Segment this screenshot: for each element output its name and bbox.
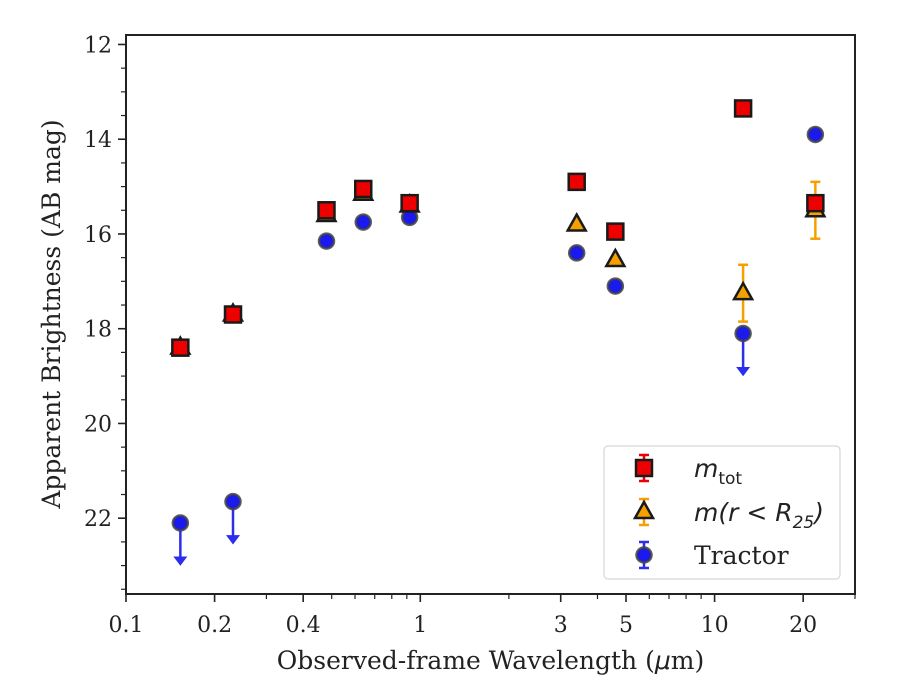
marker-circle [806,125,825,144]
data-point-mtot [400,193,419,213]
series-mtot [171,99,825,357]
marker-circle [317,232,336,250]
y-tick-label: 18 [84,318,112,343]
data-point-mr25 [565,211,588,232]
marker-circle [734,324,752,343]
legend-entry-tractor: Tractor [635,540,789,570]
marker-square [317,201,336,220]
marker-square [606,222,625,241]
data-point-mtot [317,201,336,220]
y-tick-label: 12 [84,33,112,58]
y-tick-label: 22 [84,507,112,532]
data-point-tractor [171,514,190,566]
data-point-tractor [400,208,419,227]
data-point-tractor [567,244,586,262]
data-point-mtot [354,179,373,199]
marker-triangle [604,247,627,268]
data-point-mr25 [604,247,627,268]
marker-circle [354,213,373,231]
data-point-mtot [806,193,825,213]
arrow-head [226,535,241,545]
legend: mtot m(r < R25) Tractor [603,445,841,580]
legend-label-mr25: m(r < R25) [694,498,824,533]
data-point-mtot [606,222,625,241]
arrow-head [736,366,751,377]
x-tick-label: 3 [554,613,568,638]
marker-square [171,338,190,357]
legend-label-mtot: mtot [694,454,742,489]
x-tick-label: 20 [789,613,817,638]
data-point-mr25 [731,263,755,323]
marker-square [223,305,243,324]
data-point-tractor [806,125,825,144]
x-tick-label: 1 [413,613,427,638]
series-tractor [171,125,825,566]
marker-circle [224,492,242,511]
y-axis-label: Apparent Brightness (AB mag) [37,119,66,509]
marker-circle [606,277,625,295]
legend-entry-mr25: m(r < R25) [632,497,824,533]
axis-ticks: 0.1 0.2 0.4 1 3 5 10 20 12 14 16 18 20 22 [84,33,856,638]
plot-frame [125,34,856,595]
y-tick-label: 20 [84,412,112,437]
x-tick-label: 0.1 [109,613,144,638]
legend-label-tractor: Tractor [694,541,789,570]
marker-square [567,172,586,192]
data-point-mtot [733,99,753,118]
x-tick-label: 0.2 [197,613,232,638]
legend-frame [603,445,841,580]
marker-square [354,179,373,199]
data-point-mtot [171,338,190,357]
x-tick-label: 5 [619,613,633,638]
legend-marker-square [634,458,654,478]
legend-marker-circle [635,546,653,564]
marker-triangle [565,211,588,232]
marker-circle [567,244,586,262]
legend-marker-triangle [632,499,656,520]
x-tick-label: 0.4 [286,613,321,638]
y-tick-label: 14 [84,128,112,153]
y-tick-label: 16 [84,223,112,248]
data-marks [169,99,827,566]
data-point-tractor [606,277,625,295]
marker-square [733,99,753,118]
data-point-tractor [354,213,373,231]
arrow-head [173,556,188,566]
marker-circle [171,514,190,532]
marker-square [400,193,419,213]
data-point-mtot [567,172,586,192]
data-point-tractor [224,492,242,545]
x-axis-label: Observed-frame Wavelength (μm) [277,646,704,675]
data-point-tractor [317,232,336,250]
marker-square [806,193,825,213]
data-point-tractor [734,324,752,377]
legend-entry-mtot: mtot [634,453,742,489]
x-tick-label: 10 [701,613,729,638]
data-point-mtot [223,305,243,324]
marker-triangle [731,280,755,301]
